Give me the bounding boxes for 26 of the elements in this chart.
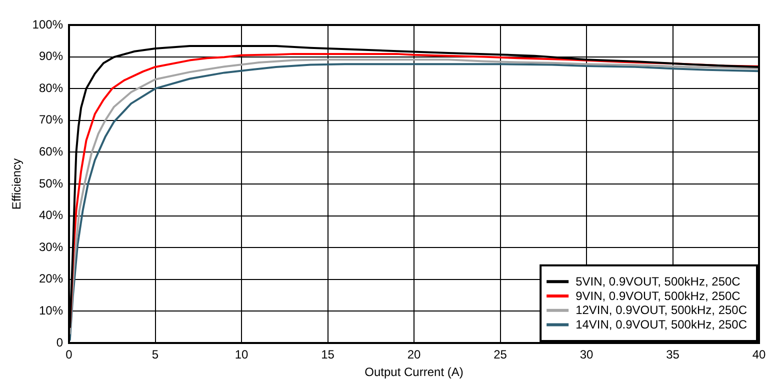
x-tick-label: 15 [321, 348, 335, 362]
y-tick-label: 70% [38, 112, 64, 127]
legend-label: 14VIN, 0.9VOUT, 500kHz, 250C [576, 318, 748, 332]
x-tick-label: 5 [152, 348, 159, 362]
y-tick-label: 30% [38, 240, 64, 254]
y-tick-label: 80% [38, 80, 64, 95]
y-tick-label: 40% [38, 208, 64, 222]
legend-label: 9VIN, 0.9VOUT, 500kHz, 250C [576, 288, 741, 303]
y-tick-label: 50% [38, 176, 64, 190]
y-axis-title: Efficiency [10, 158, 24, 210]
x-tick-label: 30 [580, 348, 594, 362]
legend-label: 5VIN, 0.9VOUT, 500kHz, 250C [576, 274, 741, 288]
x-tick-label: 20 [407, 348, 421, 362]
y-tick-label: 90% [38, 49, 64, 64]
y-tick-label: 20% [38, 272, 64, 286]
x-tick-label: 10 [234, 348, 248, 362]
y-tick-label: 60% [38, 144, 64, 159]
y-tick-label: 100% [32, 17, 64, 32]
x-axis-title: Output Current (A) [364, 365, 464, 380]
x-tick-label: 35 [666, 348, 680, 362]
y-tick-label: 0 [56, 335, 64, 350]
x-tick-label: 0 [66, 348, 73, 362]
x-tick-label: 40 [752, 348, 766, 362]
y-tick-label: 10% [38, 304, 64, 318]
x-tick-label: 25 [494, 348, 508, 362]
legend-label: 12VIN, 0.9VOUT, 500kHz, 250C [576, 303, 748, 318]
